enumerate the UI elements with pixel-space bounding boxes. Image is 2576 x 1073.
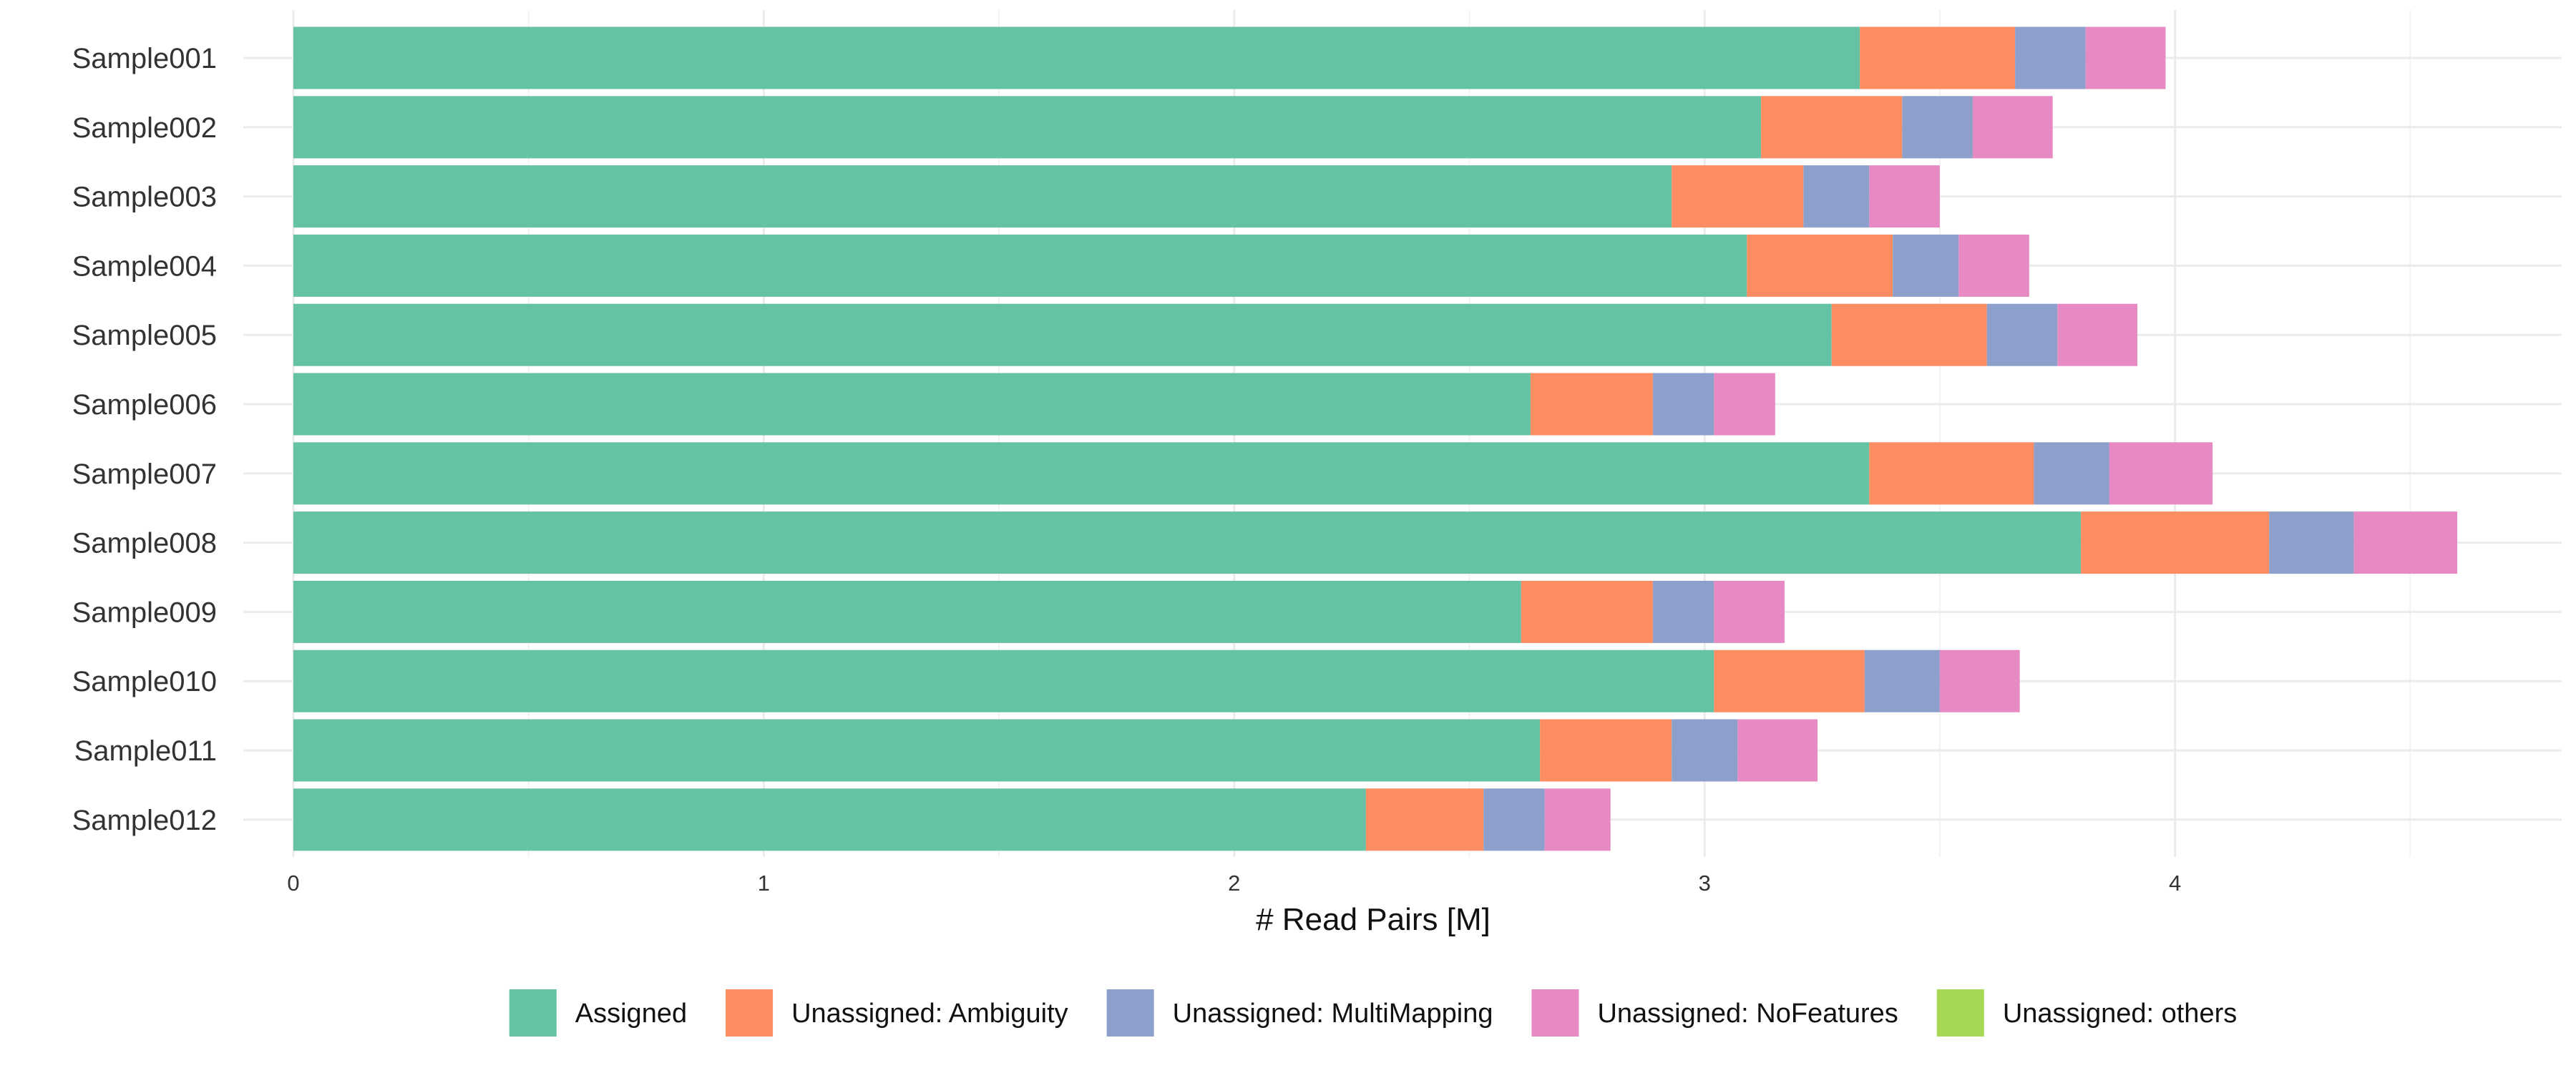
bar-segment-assigned-sample011: [293, 719, 1541, 782]
legend-label: Assigned: [575, 999, 687, 1029]
legend-item: Unassigned: Ambiguity: [726, 989, 1068, 1037]
y-tick-label: Sample002: [72, 112, 217, 144]
bar-segment-unassigned-nofeatures-sample002: [1972, 96, 2053, 159]
bar-segment-assigned-sample005: [293, 303, 1832, 366]
x-tick-label: 3: [1699, 871, 1711, 896]
bar-segment-unassigned-ambiguity-sample007: [1869, 442, 2034, 505]
bar-segment-unassigned-nofeatures-sample008: [2353, 511, 2458, 574]
bar-segment-unassigned-multimapping-sample006: [1652, 373, 1714, 436]
bar-segment-unassigned-multimapping-sample010: [1864, 650, 1940, 712]
legend: Assigned Unassigned: Ambiguity Unassigned:…: [509, 989, 2237, 1037]
bar-segment-unassigned-ambiguity-sample004: [1747, 234, 1893, 297]
bar-segment-unassigned-ambiguity-sample010: [1714, 650, 1865, 712]
y-tick-label: Sample006: [72, 389, 217, 421]
bar-segment-assigned-sample006: [293, 373, 1531, 436]
bar-segment-unassigned-ambiguity-sample006: [1530, 373, 1653, 436]
legend-item: Unassigned: MultiMapping: [1106, 989, 1493, 1037]
bar-segment-unassigned-nofeatures-sample004: [1958, 234, 2029, 297]
y-tick-label: Sample008: [72, 528, 217, 559]
bar-segment-assigned-sample012: [293, 788, 1366, 851]
y-tick-label: Sample007: [72, 459, 217, 490]
y-tick-label: Sample009: [72, 597, 217, 628]
bar-segment-assigned-sample002: [293, 96, 1762, 159]
bar-segment-unassigned-nofeatures-sample011: [1737, 719, 1818, 782]
bar-segment-unassigned-multimapping-sample005: [1986, 303, 2058, 366]
bar-segment-unassigned-nofeatures-sample005: [2057, 303, 2138, 366]
x-tick-label: 0: [287, 871, 299, 896]
bar-segment-assigned-sample009: [293, 580, 1521, 643]
x-axis-tick-labels: 0 1 2 3 4: [287, 871, 2181, 896]
legend-key: [726, 989, 774, 1037]
legend-label: Unassigned: Ambiguity: [791, 999, 1068, 1029]
legend-label: Unassigned: others: [2003, 999, 2237, 1029]
bar-segment-assigned-sample001: [293, 26, 1860, 89]
y-axis-tick-labels: Sample001 Sample002 Sample003 Sample004 Samp…: [72, 43, 217, 836]
bar-segment-assigned-sample004: [293, 234, 1747, 297]
y-tick-label: Sample004: [72, 250, 217, 282]
legend-key: [1936, 989, 1984, 1037]
bar-segment-unassigned-nofeatures-sample010: [1939, 650, 2020, 712]
legend-key: [509, 989, 557, 1037]
bar-segment-unassigned-ambiguity-sample003: [1672, 165, 1804, 228]
legend-key: [1106, 989, 1154, 1037]
bar-segment-unassigned-nofeatures-sample006: [1714, 373, 1775, 436]
legend-item: Unassigned: NoFeatures: [1531, 989, 1898, 1037]
bar-segment-unassigned-ambiguity-sample005: [1831, 303, 1987, 366]
bar-segment-unassigned-multimapping-sample009: [1652, 580, 1714, 643]
y-tick-label: Sample003: [72, 182, 217, 213]
legend-item: Unassigned: others: [1936, 989, 2237, 1037]
y-tick-label: Sample010: [72, 666, 217, 697]
bars-layer: [293, 26, 2458, 851]
bar-segment-unassigned-nofeatures-sample003: [1869, 165, 1940, 228]
bar-segment-assigned-sample003: [293, 165, 1672, 228]
x-tick-label: 2: [1228, 871, 1240, 896]
bar-segment-unassigned-nofeatures-sample012: [1544, 788, 1611, 851]
bar-segment-assigned-sample008: [293, 511, 2082, 574]
x-axis-title: # Read Pairs [M]: [1256, 902, 1491, 937]
legend-item: Assigned: [509, 989, 687, 1037]
y-tick-label: Sample011: [74, 735, 217, 767]
bar-segment-unassigned-nofeatures-sample009: [1714, 580, 1785, 643]
bar-segment-unassigned-multimapping-sample002: [1902, 96, 1973, 159]
legend-label: Unassigned: MultiMapping: [1173, 999, 1493, 1029]
bar-segment-assigned-sample010: [293, 650, 1714, 712]
y-tick-label: Sample012: [72, 805, 217, 836]
bar-segment-unassigned-ambiguity-sample009: [1521, 580, 1653, 643]
bar-segment-unassigned-nofeatures-sample007: [2109, 442, 2213, 505]
bar-segment-unassigned-multimapping-sample007: [2034, 442, 2109, 505]
bar-segment-unassigned-multimapping-sample004: [1893, 234, 1959, 297]
bar-segment-unassigned-ambiguity-sample001: [1860, 26, 2016, 89]
x-tick-label: 1: [758, 871, 770, 896]
y-tick-label: Sample001: [72, 43, 217, 74]
bar-segment-unassigned-ambiguity-sample002: [1761, 96, 1903, 159]
legend-label: Unassigned: NoFeatures: [1597, 999, 1898, 1029]
x-tick-label: 4: [2169, 871, 2181, 896]
bar-segment-unassigned-ambiguity-sample008: [2081, 511, 2270, 574]
bar-segment-unassigned-ambiguity-sample011: [1540, 719, 1672, 782]
legend-key: [1531, 989, 1579, 1037]
bar-segment-unassigned-multimapping-sample008: [2269, 511, 2354, 574]
bar-segment-unassigned-nofeatures-sample001: [2085, 26, 2166, 89]
bar-segment-unassigned-multimapping-sample003: [1803, 165, 1870, 228]
bar-segment-unassigned-ambiguity-sample012: [1365, 788, 1484, 851]
bar-segment-unassigned-multimapping-sample001: [2015, 26, 2086, 89]
y-tick-label: Sample005: [72, 320, 217, 351]
bar-segment-unassigned-multimapping-sample011: [1672, 719, 1738, 782]
bar-segment-unassigned-multimapping-sample012: [1483, 788, 1545, 851]
bar-segment-assigned-sample007: [293, 442, 1870, 505]
